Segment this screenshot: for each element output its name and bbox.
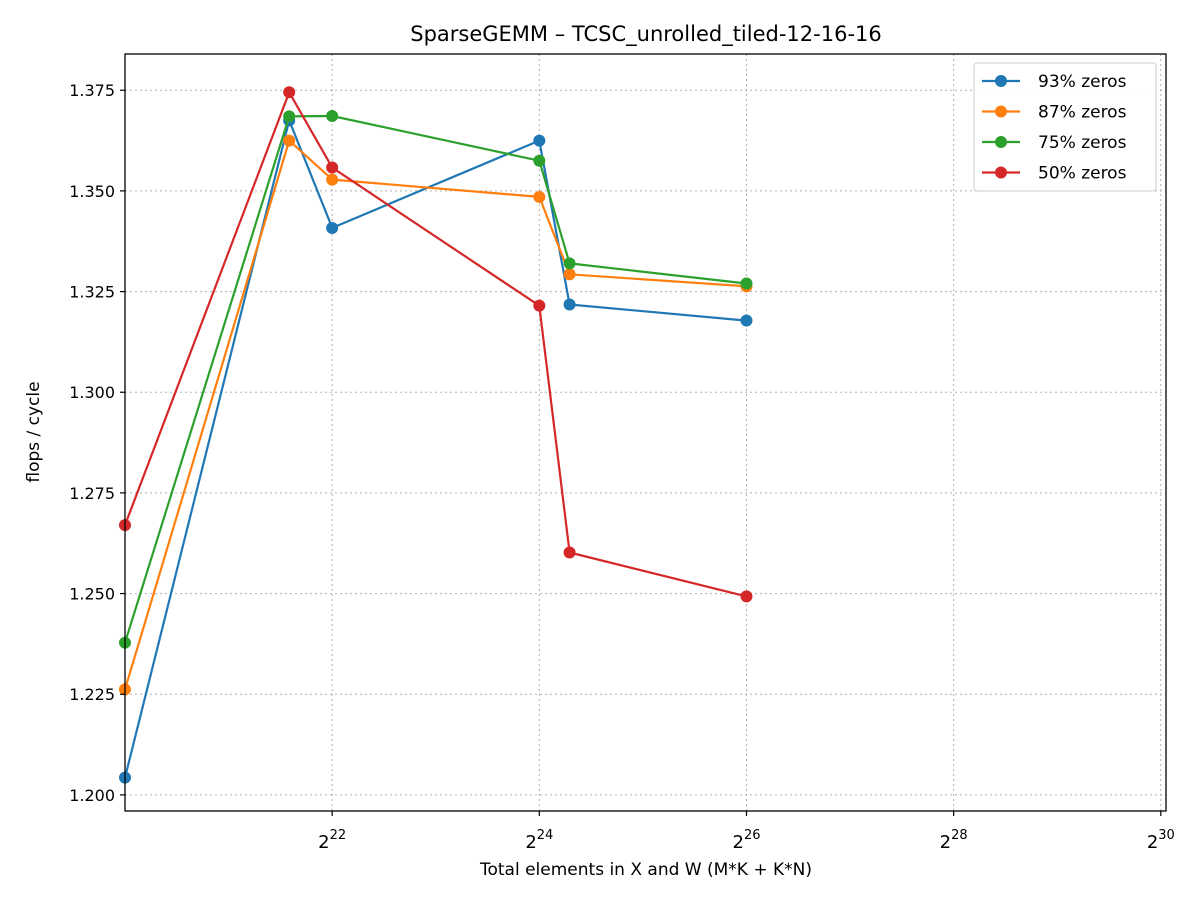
legend-label: 93% zeros (1038, 72, 1127, 92)
legend-swatch-marker (995, 105, 1007, 118)
legend-label: 87% zeros (1038, 103, 1127, 123)
legend-box (973, 62, 1157, 192)
legend: 93% zeros 87% zeros 75% zeros 50% zeros (973, 62, 1157, 192)
axis-ticks: 1.200 1.225 1.250 1.275 1.300 1.325 1.350 1.375… (69, 81, 1175, 853)
x-tick-label: 226 (732, 828, 760, 853)
data-point-50-zeros (740, 590, 753, 603)
chart-title: SparseGEMM – TCSC_unrolled_tiled-12-16-1… (410, 22, 882, 47)
y-tick-label: 1.325 (69, 283, 115, 302)
legend-swatch-marker (995, 136, 1007, 148)
x-tick-label: 222 (318, 828, 346, 853)
data-point-93-zeros (533, 134, 546, 147)
series-line-87-zeros (123, 139, 747, 690)
x-axis-label: Total elements in X and W (M*K + K*N) (479, 860, 812, 880)
legend-label: 50% zeros (1038, 164, 1127, 184)
data-point-87-zeros (533, 190, 546, 203)
y-tick-label: 1.275 (69, 484, 115, 503)
legend-label: 75% zeros (1038, 133, 1127, 153)
data-point-93-zeros (563, 298, 576, 311)
data-point-87-zeros (326, 173, 339, 186)
series-line-93-zeros (123, 119, 747, 778)
series-layer (119, 86, 753, 784)
legend-swatch-marker (995, 75, 1007, 87)
x-tick-label: 228 (940, 828, 968, 853)
y-tick-label: 1.350 (69, 182, 115, 201)
y-tick-label: 1.200 (69, 786, 115, 805)
legend-swatch-marker (995, 166, 1007, 179)
data-point-87-zeros (283, 134, 296, 147)
y-tick-label: 1.225 (69, 685, 115, 704)
data-point-93-zeros (740, 314, 753, 327)
series-line-75-zeros (123, 114, 747, 644)
data-point-50-zeros (533, 299, 546, 312)
data-point-75-zeros (563, 257, 576, 270)
y-axis-label: flops / cycle (24, 381, 44, 482)
data-point-75-zeros (533, 154, 546, 167)
data-point-75-zeros (326, 110, 339, 123)
y-tick-label: 1.250 (69, 585, 115, 604)
grid-lines (125, 54, 1166, 811)
x-tick-label: 224 (525, 828, 553, 853)
y-tick-label: 1.375 (69, 81, 115, 100)
x-tick-label: 230 (1147, 828, 1175, 853)
data-point-93-zeros (326, 221, 339, 234)
data-point-50-zeros (283, 86, 296, 99)
data-point-87-zeros (563, 268, 576, 281)
data-point-50-zeros (326, 161, 339, 174)
plot-frame (124, 53, 1167, 812)
data-point-75-zeros (740, 277, 753, 290)
series-line-50-zeros (123, 91, 747, 598)
y-tick-label: 1.300 (69, 383, 115, 402)
data-point-75-zeros (283, 110, 296, 123)
data-point-50-zeros (563, 546, 576, 559)
